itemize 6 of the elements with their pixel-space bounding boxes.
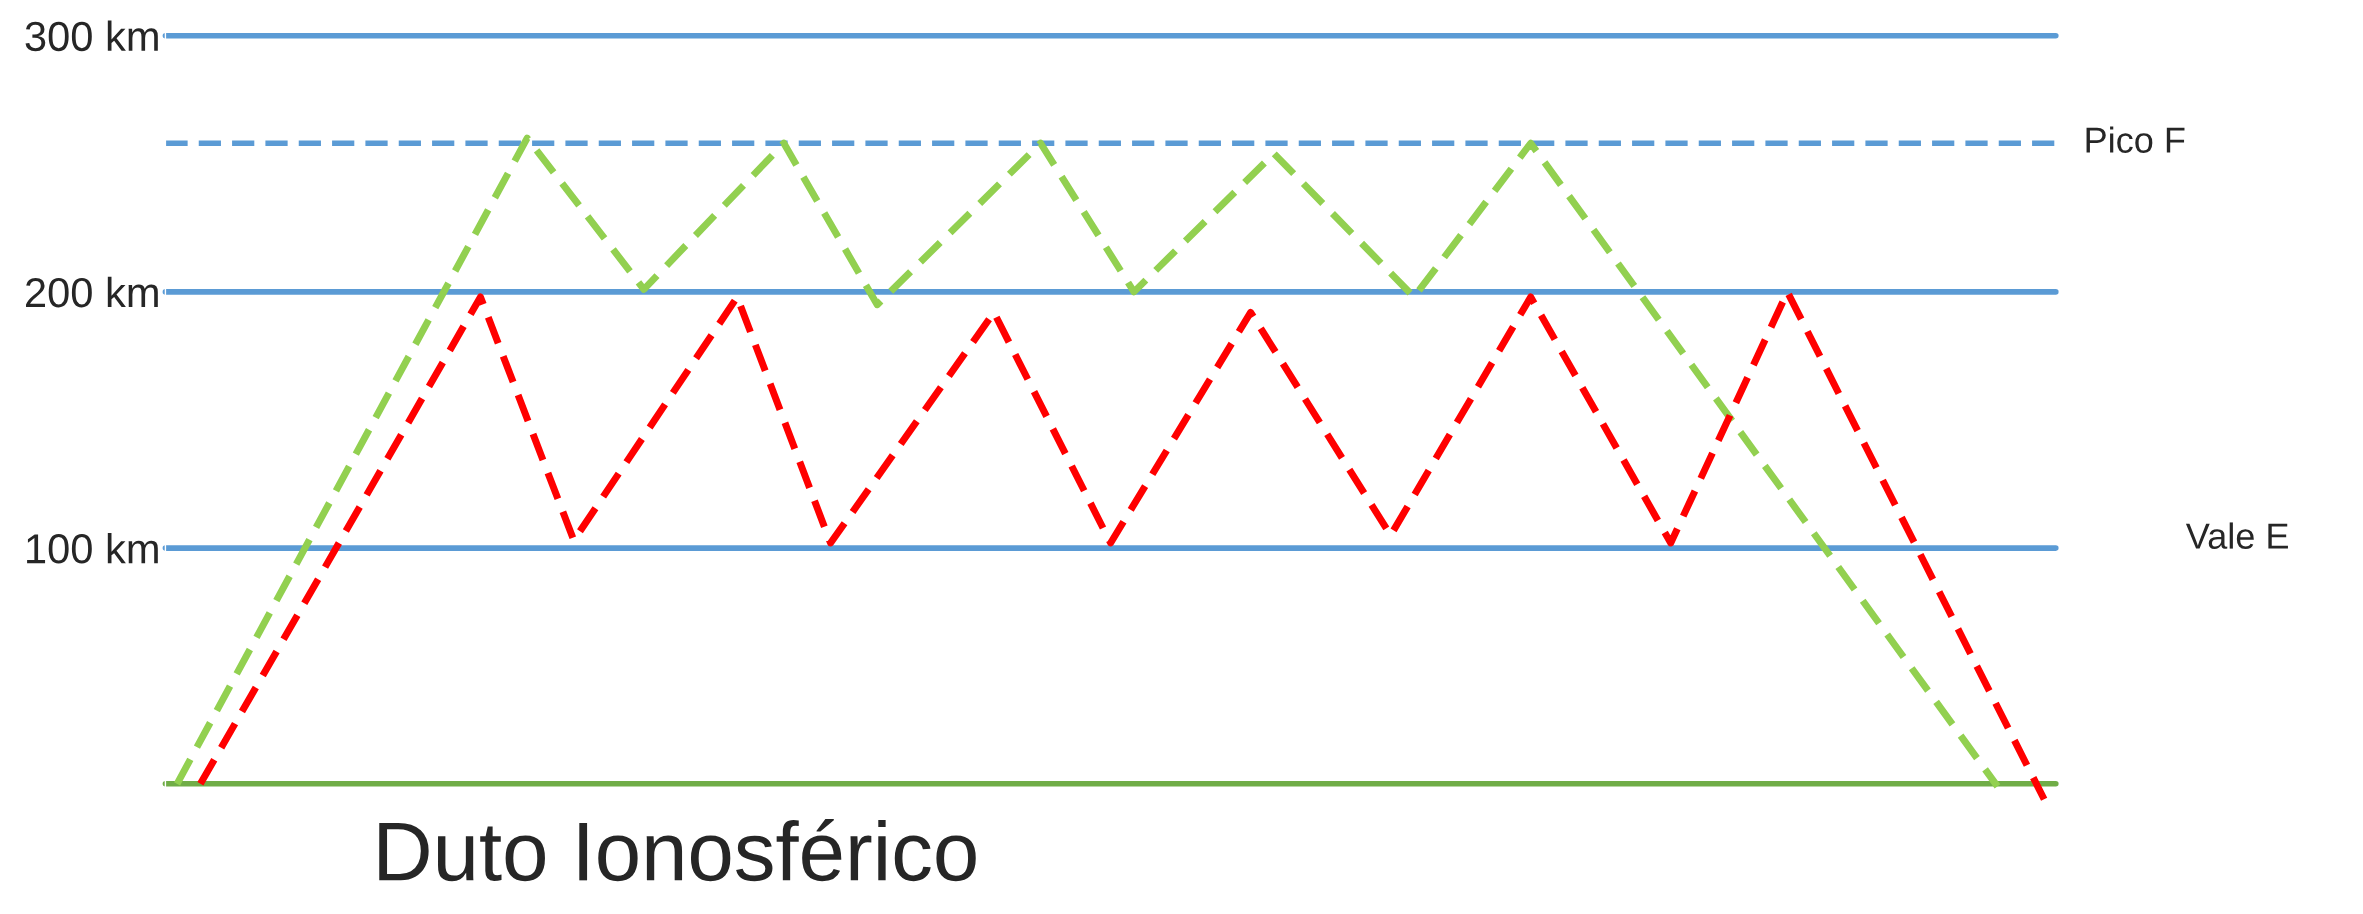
ref-line-label: Pico F [2086,126,2185,153]
text: Vale E [2185,522,2288,549]
y-tick-label: 300 km [25,20,158,52]
y-tick-label: 200 km [26,276,158,308]
y-tick-label: 100 km [27,533,158,564]
x-axis-title: Duto Ionosférico [379,818,976,882]
